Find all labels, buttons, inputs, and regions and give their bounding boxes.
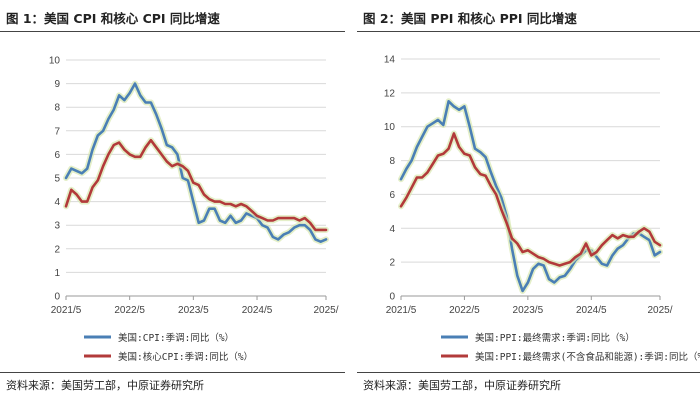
y-tick-label: 5 [54, 174, 60, 185]
series-line-core [399, 132, 662, 267]
x-tick-label: 2022/5 [449, 305, 480, 316]
y-tick-label: 6 [389, 190, 395, 201]
x-tick-label: 2025/ [647, 305, 672, 316]
legend-label: 美国:CPI:季调:同比（%） [118, 332, 234, 344]
x-tick-label: 2024/5 [576, 305, 607, 316]
y-tick-label: 3 [54, 221, 60, 232]
source-rule [0, 372, 345, 373]
x-tick-label: 2023/5 [178, 305, 209, 316]
y-tick-label: 12 [384, 88, 396, 99]
y-tick-label: 10 [384, 122, 396, 133]
panel-cpi: 图 1：美国 CPI 和核心 CPI 同比增速 0 1 2 3 4 5 6 7 8 9 10 2021… [0, 0, 345, 414]
legend-label: 美国:核心CPI:季调:同比（%） [118, 351, 253, 363]
series-line-core [64, 138, 328, 232]
x-tick-label: 2024/5 [242, 305, 273, 316]
legend-label: 美国:PPI:最终需求(不含食品和能源):季调:同比（%） [475, 351, 700, 363]
series-line-headline [399, 100, 662, 293]
y-tick-label: 0 [389, 292, 395, 303]
y-tick-label: 4 [54, 197, 60, 208]
y-tick-label: 9 [54, 79, 60, 90]
ppi-chart: 0 2 4 6 8 10 12 14 2021/5 2022/5 2023/5 2024/5 2025/… [384, 55, 700, 364]
y-tick-label: 1 [54, 268, 60, 279]
y-tick-label: 8 [389, 156, 395, 167]
x-tick-label: 2021/5 [386, 305, 417, 316]
series-line-headline [64, 82, 328, 243]
legend-label: 美国:PPI:最终需求:季调:同比（%） [475, 332, 635, 344]
chart-title: 图 2：美国 PPI 和核心 PPI 同比增速 [363, 11, 577, 26]
y-tick-label: 4 [389, 224, 395, 235]
title-rule [357, 31, 700, 32]
y-tick-label: 8 [54, 103, 60, 114]
x-tick-label: 2023/5 [513, 305, 544, 316]
x-tick-label: 2022/5 [114, 305, 145, 316]
y-tick-label: 7 [54, 126, 60, 137]
chart-title: 图 1：美国 CPI 和核心 CPI 同比增速 [6, 11, 220, 26]
panel-ppi: 图 2：美国 PPI 和核心 PPI 同比增速 0 2 4 6 8 10 12 14 2021/… [357, 0, 700, 414]
y-tick-label: 2 [389, 258, 395, 269]
y-tick-label: 10 [49, 56, 61, 67]
source-note: 资料来源：美国劳工部，中原证券研究所 [6, 379, 204, 392]
y-tick-label: 0 [54, 292, 60, 303]
source-note: 资料来源：美国劳工部，中原证券研究所 [363, 379, 561, 392]
y-tick-label: 14 [384, 55, 396, 66]
x-tick-label: 2025/ [313, 305, 338, 316]
y-tick-label: 6 [54, 150, 60, 161]
y-tick-label: 2 [54, 244, 60, 255]
cpi-chart: 0 1 2 3 4 5 6 7 8 9 10 2021/5 2022/5 2023/5 2024/5 2025… [49, 56, 339, 364]
x-tick-label: 2021/5 [51, 305, 82, 316]
title-rule [0, 31, 345, 32]
source-rule [357, 372, 700, 373]
